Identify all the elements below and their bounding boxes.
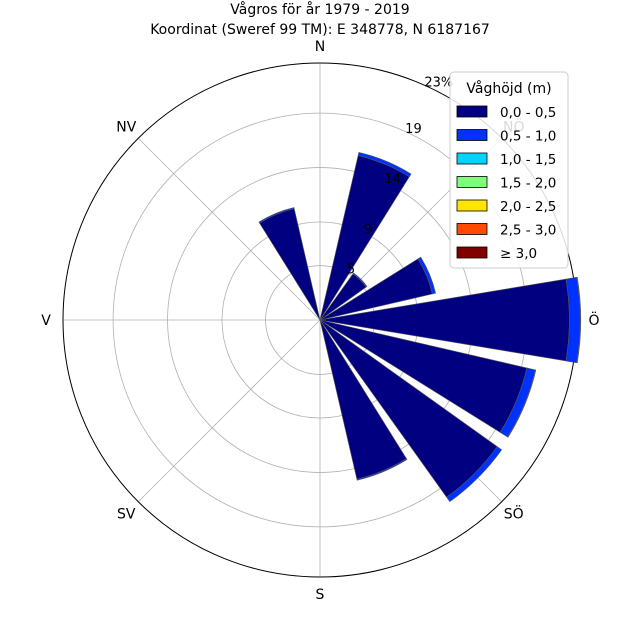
legend-label: 2,5 - 3,0 [500,223,556,239]
legend: Våghöjd (m) 0,0 - 0,5 0,5 - 1,0 1,0 - 1,5 1,… [449,71,569,269]
legend-swatch [456,152,488,165]
bar-NÖ-1 [352,272,368,288]
bar-NNÖ-1 [357,152,412,178]
direction-label: N [315,39,325,55]
direction-label: SÖ [504,505,524,523]
radial-tick-label: 9 [364,222,372,237]
grid-spoke [137,137,321,321]
radial-tick-label: 14 [384,172,401,187]
radial-tick-labels: 5 9 14 19 23% [347,76,453,278]
legend-swatch [456,223,488,235]
chart-title: Vågros för år 1979 - 2019 [230,1,409,18]
legend-swatch [456,129,488,141]
bar-ÖNÖ-1 [417,256,436,295]
legend-label: 1,0 - 1,5 [500,152,556,168]
legend-label: 0,0 - 0,5 [500,105,556,121]
bar-SÖ-1 [446,446,503,503]
radial-tick-label: 5 [347,263,355,278]
legend-swatch [456,176,488,188]
legend-swatch [456,105,488,118]
radial-tick-label: 23% [424,76,453,91]
direction-labels: NNÖÖSÖSSVVNV [41,39,599,603]
legend-label: 2,0 - 2,5 [500,199,556,215]
grid-spoke [137,319,321,503]
legend-box [449,71,569,269]
legend-label: 1,5 - 2,0 [500,176,556,192]
legend-swatch [456,246,488,259]
bar-SSÖ-1 [356,458,408,481]
legend-label: ≥ 3,0 [500,246,537,262]
bar-NNV-1 [258,207,295,224]
direction-label: V [41,313,51,329]
direction-label: SV [117,507,136,523]
direction-label: Ö [588,311,599,329]
direction-label: S [316,587,325,603]
bar-ÖSÖ-2 [507,369,537,438]
bar-Ö-2 [576,276,582,364]
bars [258,152,582,503]
legend-label: 0,5 - 1,0 [500,129,556,145]
chart-subtitle: Koordinat (Sweref 99 TM): E 348778, N 61… [150,22,490,38]
legend-title: Våghöjd (m) [466,80,551,97]
direction-label: NV [116,119,136,135]
radial-tick-label: 19 [405,122,422,137]
legend-swatch [456,199,488,212]
